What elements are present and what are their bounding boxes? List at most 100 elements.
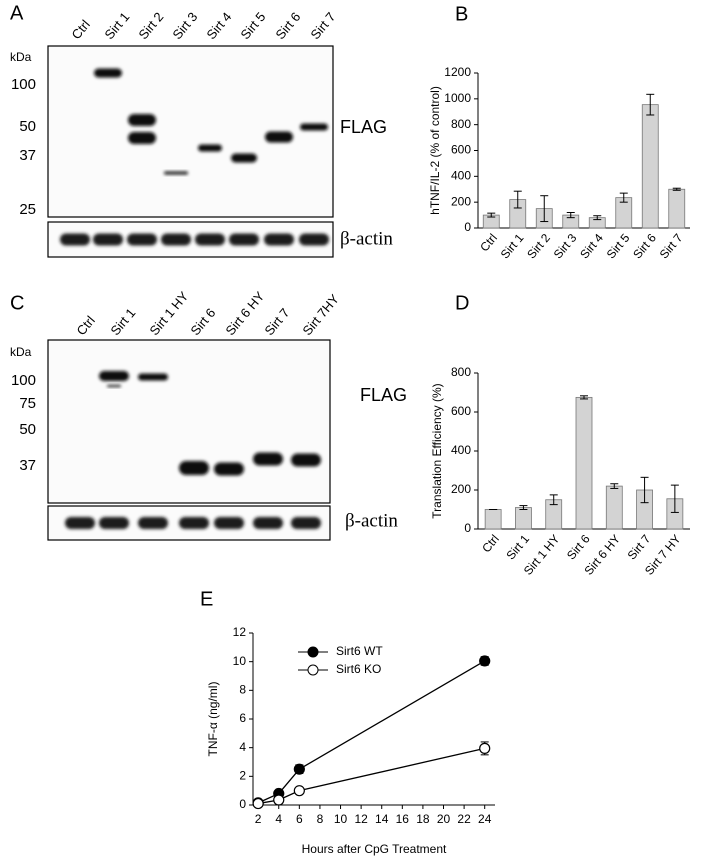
lane-label: Sirt 6 HY bbox=[222, 288, 267, 338]
x-tick-label: Ctrl bbox=[479, 532, 502, 555]
actin-band bbox=[291, 517, 321, 529]
error-bar bbox=[487, 212, 496, 218]
actin-band bbox=[264, 233, 294, 246]
lane-label: Sirt 4 bbox=[203, 9, 234, 42]
band bbox=[214, 462, 244, 476]
band bbox=[291, 453, 321, 467]
bar bbox=[641, 104, 659, 229]
actin-band bbox=[127, 233, 157, 246]
y-tick-label: 200 bbox=[451, 194, 471, 208]
bar bbox=[605, 485, 623, 530]
y-tick-label: 10 bbox=[233, 654, 247, 668]
band bbox=[138, 373, 168, 381]
lane-label: Sirt 1 HY bbox=[146, 288, 191, 338]
x-tick-label: Sirt 7 bbox=[657, 231, 686, 262]
y-axis-title: TNF-α (ng/ml) bbox=[206, 682, 220, 757]
series-line bbox=[258, 747, 485, 805]
marker-label: 37 bbox=[19, 147, 36, 164]
actin-band bbox=[65, 517, 95, 529]
error-bar bbox=[619, 192, 628, 203]
x-tick-label: Sirt 2 bbox=[524, 231, 553, 262]
point bbox=[273, 794, 285, 806]
x-tick-label: Ctrl bbox=[477, 231, 500, 254]
legend-marker bbox=[307, 664, 319, 676]
marker-label: 75 bbox=[19, 395, 36, 412]
panel-label: A bbox=[10, 2, 24, 24]
y-tick-label: 600 bbox=[451, 404, 471, 418]
actin-band bbox=[229, 233, 259, 246]
band bbox=[128, 114, 156, 126]
lane-label: Sirt 2 bbox=[135, 9, 166, 42]
lane-label: Sirt 6 bbox=[187, 305, 218, 338]
x-tick-label: Sirt 6 bbox=[630, 231, 659, 262]
blot-label: FLAG bbox=[360, 385, 407, 405]
point bbox=[479, 655, 491, 667]
x-tick-label: Sirt 3 bbox=[551, 231, 580, 262]
x-tick-label: Sirt 6 bbox=[564, 532, 593, 563]
actin-band bbox=[99, 517, 129, 529]
error-bar bbox=[513, 190, 522, 209]
lane-label: Ctrl bbox=[73, 313, 98, 338]
error-bar bbox=[566, 212, 575, 219]
lane-label: Sirt 7HY bbox=[299, 291, 342, 338]
error-bar bbox=[593, 215, 602, 221]
actin-band bbox=[60, 233, 90, 246]
bar bbox=[575, 396, 593, 530]
x-tick-label: 4 bbox=[275, 812, 282, 826]
actin-band bbox=[214, 517, 244, 529]
band bbox=[99, 371, 129, 381]
actin-band bbox=[299, 233, 329, 246]
band bbox=[265, 131, 293, 143]
y-tick-label: 0 bbox=[464, 220, 471, 234]
lane-label: Sirt 3 bbox=[169, 9, 200, 42]
x-tick-label: Sirt 5 bbox=[604, 231, 633, 262]
marker-label: 100 bbox=[11, 76, 36, 93]
band bbox=[94, 68, 122, 78]
bar bbox=[668, 188, 686, 229]
y-tick-label: 1200 bbox=[444, 65, 471, 79]
panel-label: C bbox=[10, 292, 24, 314]
y-tick-label: 2 bbox=[239, 769, 246, 783]
lane-label: Sirt 6 bbox=[272, 9, 303, 42]
y-tick-label: 800 bbox=[451, 365, 471, 379]
band bbox=[253, 452, 283, 466]
x-tick-label: Sirt 1 bbox=[498, 231, 527, 262]
y-axis-title: Translation Efficiency (%) bbox=[430, 383, 444, 518]
error-bar bbox=[670, 484, 679, 513]
error-bar bbox=[610, 483, 619, 489]
y-tick-label: 6 bbox=[239, 711, 246, 725]
panel-label: D bbox=[455, 292, 469, 314]
error-bar bbox=[540, 195, 549, 223]
blot-frame bbox=[47, 339, 331, 504]
legend-label: Sirt6 KO bbox=[336, 662, 381, 676]
x-tick-label: 18 bbox=[416, 812, 430, 826]
x-tick-label: 6 bbox=[296, 812, 303, 826]
marker-label: 37 bbox=[19, 457, 36, 474]
blot-label: β-actin bbox=[340, 228, 393, 249]
x-tick-label: 2 bbox=[255, 812, 262, 826]
y-tick-label: 800 bbox=[451, 117, 471, 131]
y-tick-label: 0 bbox=[239, 797, 246, 811]
actin-band bbox=[138, 517, 168, 529]
error-bar bbox=[580, 395, 588, 400]
legend-marker bbox=[307, 646, 319, 658]
kda-label: kDa bbox=[10, 345, 32, 359]
actin-band bbox=[195, 233, 225, 246]
y-tick-label: 8 bbox=[239, 683, 246, 697]
bar bbox=[484, 509, 502, 530]
x-tick-label: 14 bbox=[375, 812, 389, 826]
y-axis-title: hTNF/IL-2 (% of control) bbox=[428, 86, 442, 215]
lane-label: Sirt 7 bbox=[307, 9, 338, 42]
y-tick-label: 12 bbox=[233, 625, 247, 639]
point bbox=[479, 742, 491, 754]
series-line bbox=[257, 660, 486, 804]
kda-label: kDa bbox=[10, 50, 32, 64]
marker-label: 25 bbox=[19, 201, 36, 218]
x-tick-label: 8 bbox=[317, 812, 324, 826]
marker-label: 50 bbox=[19, 421, 36, 438]
actin-band bbox=[93, 233, 123, 246]
lane-label: Sirt 1 bbox=[101, 9, 132, 42]
band bbox=[198, 144, 222, 152]
x-tick-label: 24 bbox=[478, 812, 492, 826]
blot-frame bbox=[47, 45, 334, 218]
